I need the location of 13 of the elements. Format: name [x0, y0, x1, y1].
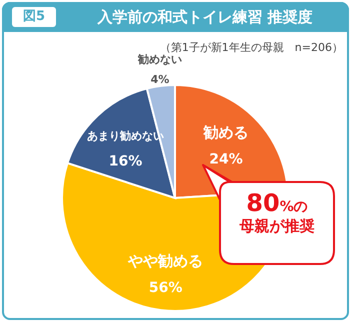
- chart-title: 入学前の和式トイレ練習 推奨度: [96, 7, 314, 28]
- text: 80%の: [246, 189, 308, 217]
- data-label: 4%: [150, 73, 170, 86]
- slice-label: あまり勧めない: [86, 129, 164, 142]
- slice-label: やや勧める: [127, 252, 204, 270]
- caption: 図5: [12, 7, 56, 27]
- data-label: 16%: [108, 153, 142, 170]
- text: 母親が推奨: [238, 216, 316, 235]
- data-label: 56%: [148, 280, 182, 296]
- chart-subtitle: （第1子が新1年生の母親 n=206）: [160, 40, 343, 54]
- data-label: 24%: [209, 152, 243, 168]
- slice-label: 勧めない: [136, 53, 182, 66]
- slice-label: 勧める: [202, 124, 249, 142]
